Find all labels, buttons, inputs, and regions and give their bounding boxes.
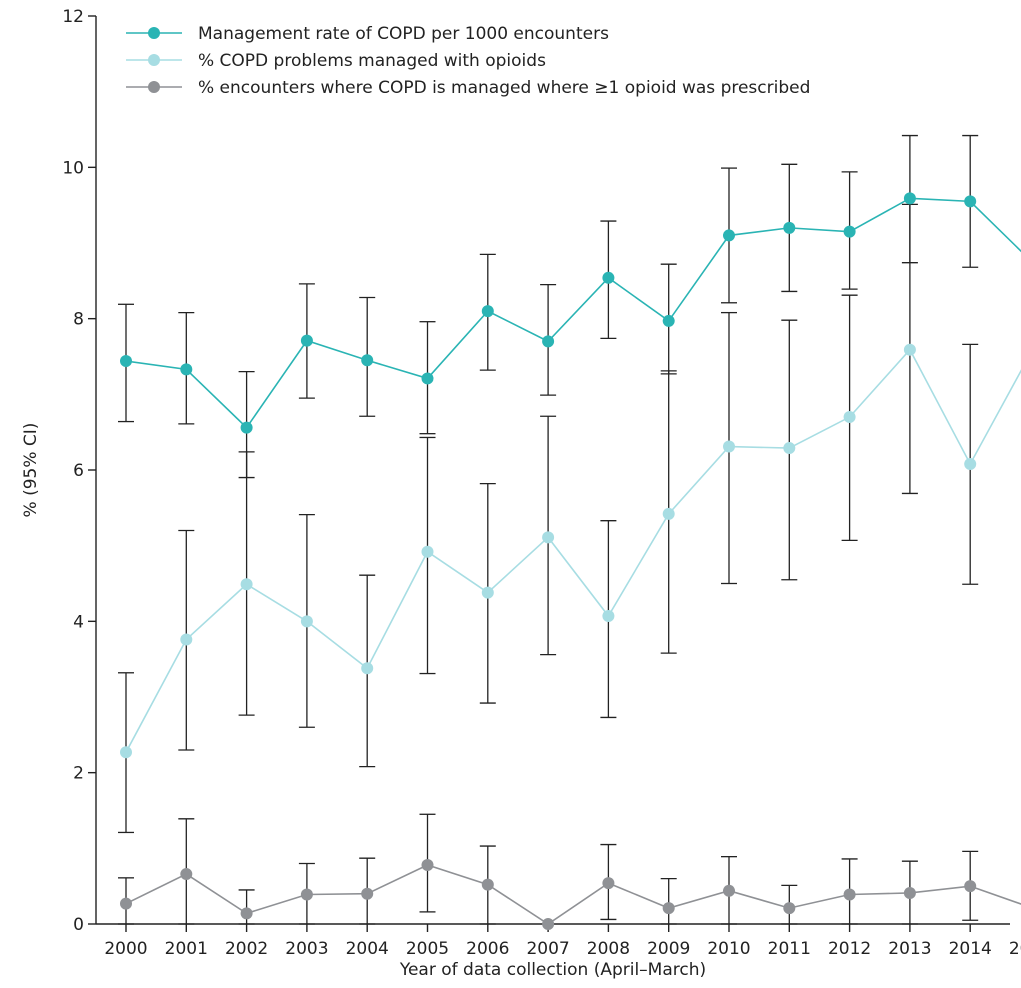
data-point xyxy=(662,902,675,915)
series-line xyxy=(125,348,1021,753)
data-point xyxy=(843,888,856,901)
data-point xyxy=(361,354,374,367)
series-layer xyxy=(118,134,1021,930)
axes xyxy=(95,16,1010,925)
x-axis-title: Year of data collection (April–March) xyxy=(399,960,706,980)
data-point xyxy=(783,902,796,915)
data-point xyxy=(361,662,374,675)
x-tick-label: 2004 xyxy=(346,939,389,959)
y-axis-title: % (95% CI) xyxy=(21,423,41,518)
legend-item: % COPD problems managed with opioids xyxy=(126,51,546,71)
x-tick-label: 2011 xyxy=(768,939,811,959)
x-tick-label: 2009 xyxy=(647,939,690,959)
series-1 xyxy=(118,134,1021,479)
data-point xyxy=(723,440,735,453)
data-point xyxy=(240,421,253,434)
data-point xyxy=(723,229,735,242)
data-point xyxy=(602,271,615,284)
x-tick-label: 2014 xyxy=(949,939,992,959)
series-line xyxy=(125,197,1021,429)
data-point xyxy=(723,884,735,897)
data-point xyxy=(542,531,555,544)
x-tick-label: 2003 xyxy=(285,939,328,959)
data-point xyxy=(903,886,916,899)
data-point xyxy=(120,746,132,759)
y-tick-label: 0 xyxy=(73,915,84,935)
series-line xyxy=(125,864,1021,925)
data-point xyxy=(602,877,615,890)
data-point xyxy=(602,610,615,623)
x-tick-label: 2001 xyxy=(165,939,208,959)
data-point xyxy=(120,355,132,368)
data-point xyxy=(783,442,796,455)
series-2 xyxy=(118,203,1021,834)
x-tick-label: 2005 xyxy=(406,939,449,959)
data-point xyxy=(662,507,675,520)
data-point xyxy=(421,858,434,871)
legend-item: % encounters where COPD is managed where… xyxy=(126,78,810,98)
legend-swatch-marker xyxy=(148,54,160,66)
legend-label: Management rate of COPD per 1000 encount… xyxy=(198,24,609,44)
data-point xyxy=(481,586,494,599)
y-tick-label: 12 xyxy=(62,7,84,27)
y-tick-label: 4 xyxy=(73,612,84,632)
data-point xyxy=(903,192,916,205)
series-3 xyxy=(118,813,1021,930)
legend-item: Management rate of COPD per 1000 encount… xyxy=(126,24,609,44)
data-point xyxy=(542,335,555,348)
data-point xyxy=(542,918,555,930)
x-tick-label: 2015 xyxy=(1009,939,1021,959)
data-point xyxy=(843,225,856,238)
legend-label: % encounters where COPD is managed where… xyxy=(198,78,810,98)
legend-swatch-marker xyxy=(148,81,160,93)
data-point xyxy=(481,305,494,318)
data-point xyxy=(903,343,916,356)
data-point xyxy=(300,888,313,901)
data-point xyxy=(964,457,977,470)
x-ticks: 2000 2001 2002 2003 2004 2005 2006 2007 2008 2009… xyxy=(104,924,1021,959)
data-point xyxy=(300,334,313,347)
y-ticks: 0 2 4 6 8 10 12 xyxy=(62,7,96,935)
data-point xyxy=(361,887,374,900)
x-tick-label: 2002 xyxy=(225,939,268,959)
x-tick-label: 2006 xyxy=(466,939,509,959)
data-point xyxy=(240,578,253,591)
data-point xyxy=(120,897,132,910)
legend-swatch-marker xyxy=(148,27,160,39)
data-point xyxy=(180,868,193,881)
legend: Management rate of COPD per 1000 encount… xyxy=(126,24,810,98)
y-tick-label: 8 xyxy=(73,310,84,330)
data-point xyxy=(964,195,977,208)
data-point xyxy=(783,221,796,234)
x-tick-label: 2007 xyxy=(526,939,569,959)
data-point xyxy=(481,878,494,891)
data-point xyxy=(240,907,253,920)
y-tick-label: 2 xyxy=(73,764,84,784)
x-tick-label: 2013 xyxy=(888,939,931,959)
data-point xyxy=(180,633,193,646)
data-point xyxy=(662,314,675,327)
data-point xyxy=(421,372,434,385)
y-tick-label: 6 xyxy=(73,461,84,481)
data-point xyxy=(964,880,977,893)
data-point xyxy=(421,545,434,558)
x-tick-label: 2008 xyxy=(587,939,630,959)
legend-label: % COPD problems managed with opioids xyxy=(198,51,546,71)
data-point xyxy=(300,615,313,628)
x-tick-label: 2010 xyxy=(707,939,750,959)
x-tick-label: 2012 xyxy=(828,939,871,959)
x-tick-label: 2000 xyxy=(104,939,147,959)
data-point xyxy=(180,363,193,376)
data-point xyxy=(843,411,856,424)
y-tick-label: 10 xyxy=(62,158,84,178)
